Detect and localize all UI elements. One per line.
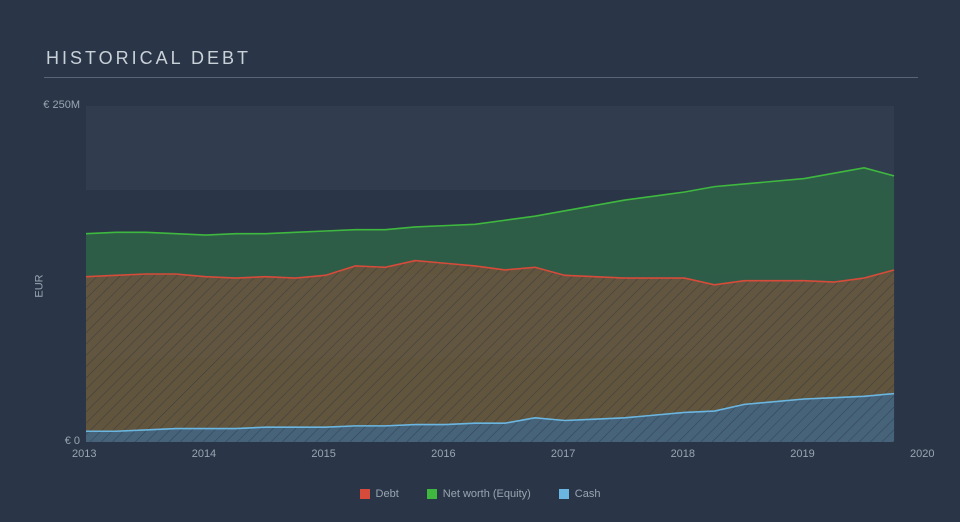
x-tick: 2016 bbox=[431, 448, 455, 460]
legend-item: Debt bbox=[360, 488, 399, 500]
y-axis-label: EUR bbox=[34, 274, 46, 297]
x-tick: 2019 bbox=[790, 448, 814, 460]
legend-item: Net worth (Equity) bbox=[427, 488, 531, 500]
x-tick: 2013 bbox=[72, 448, 96, 460]
x-tick: 2017 bbox=[551, 448, 575, 460]
y-tick: € 250M bbox=[43, 99, 80, 111]
legend-item: Cash bbox=[559, 488, 601, 500]
chart-svg bbox=[86, 106, 924, 442]
x-tick: 2018 bbox=[671, 448, 695, 460]
title-underline bbox=[44, 77, 918, 78]
x-tick: 2020 bbox=[910, 448, 934, 460]
x-tick: 2014 bbox=[192, 448, 216, 460]
legend-label: Debt bbox=[376, 488, 399, 500]
legend-swatch bbox=[559, 489, 569, 499]
legend-label: Net worth (Equity) bbox=[443, 488, 531, 500]
plot-area bbox=[86, 106, 924, 442]
legend-swatch bbox=[360, 489, 370, 499]
legend: Debt Net worth (Equity) Cash bbox=[0, 488, 960, 500]
legend-label: Cash bbox=[575, 488, 601, 500]
y-tick: € 0 bbox=[65, 435, 80, 447]
x-tick: 2015 bbox=[311, 448, 335, 460]
chart-container: HISTORICAL DEBT EUR Debt Net worth (Equit… bbox=[0, 0, 960, 522]
chart-title: HISTORICAL DEBT bbox=[46, 48, 251, 69]
legend-swatch bbox=[427, 489, 437, 499]
